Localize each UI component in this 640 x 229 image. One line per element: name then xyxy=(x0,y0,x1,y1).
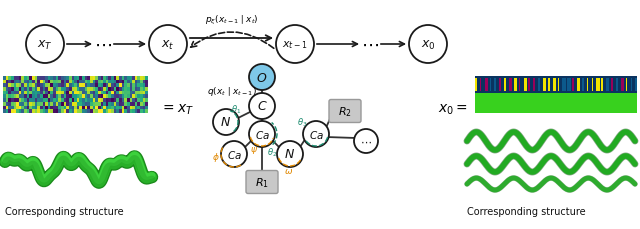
Text: $p_{\xi}(x_{t-1} \mid x_t)$: $p_{\xi}(x_{t-1} \mid x_t)$ xyxy=(205,14,259,27)
Circle shape xyxy=(354,129,378,153)
Text: $\theta_2$: $\theta_2$ xyxy=(267,146,277,158)
Text: $\psi$: $\psi$ xyxy=(250,145,258,156)
Circle shape xyxy=(221,141,247,167)
Text: $N$: $N$ xyxy=(285,148,296,161)
Text: $C$: $C$ xyxy=(257,100,268,113)
Text: $R_2$: $R_2$ xyxy=(338,105,352,118)
FancyBboxPatch shape xyxy=(329,100,361,123)
Text: $= x_T$: $= x_T$ xyxy=(160,102,194,117)
Text: $q(x_t \mid x_{t-1})$: $q(x_t \mid x_{t-1})$ xyxy=(207,85,257,98)
Circle shape xyxy=(303,121,329,147)
FancyBboxPatch shape xyxy=(246,171,278,194)
Text: $\theta_3$: $\theta_3$ xyxy=(297,116,307,129)
Text: $Ca$: $Ca$ xyxy=(227,148,241,160)
Text: $x_0 =$: $x_0 =$ xyxy=(438,102,468,117)
Text: $N$: $N$ xyxy=(221,116,232,129)
Text: $\cdots$: $\cdots$ xyxy=(361,36,379,54)
Circle shape xyxy=(213,109,239,135)
Text: Corresponding structure: Corresponding structure xyxy=(5,206,124,216)
Text: $Ca$: $Ca$ xyxy=(308,128,323,140)
Text: $R_1$: $R_1$ xyxy=(255,175,269,189)
Circle shape xyxy=(249,65,275,91)
Text: $\omega$: $\omega$ xyxy=(284,167,294,176)
Circle shape xyxy=(276,26,314,64)
Circle shape xyxy=(149,26,187,64)
Text: $x_t$: $x_t$ xyxy=(161,38,175,51)
Circle shape xyxy=(249,121,275,147)
Text: $x_T$: $x_T$ xyxy=(37,38,53,51)
Text: $x_0$: $x_0$ xyxy=(420,38,435,51)
Circle shape xyxy=(249,94,275,120)
Text: $Ca$: $Ca$ xyxy=(255,128,269,140)
Text: $\cdots$: $\cdots$ xyxy=(360,136,372,146)
Text: $x_{t-1}$: $x_{t-1}$ xyxy=(282,39,308,51)
Circle shape xyxy=(277,141,303,167)
Circle shape xyxy=(409,26,447,64)
Text: $\theta_1$: $\theta_1$ xyxy=(231,103,241,116)
Circle shape xyxy=(26,26,64,64)
Text: Corresponding structure: Corresponding structure xyxy=(467,206,586,216)
Text: $\phi$: $\phi$ xyxy=(212,150,220,163)
Text: $O$: $O$ xyxy=(257,71,268,84)
Text: $\cdots$: $\cdots$ xyxy=(94,36,112,54)
